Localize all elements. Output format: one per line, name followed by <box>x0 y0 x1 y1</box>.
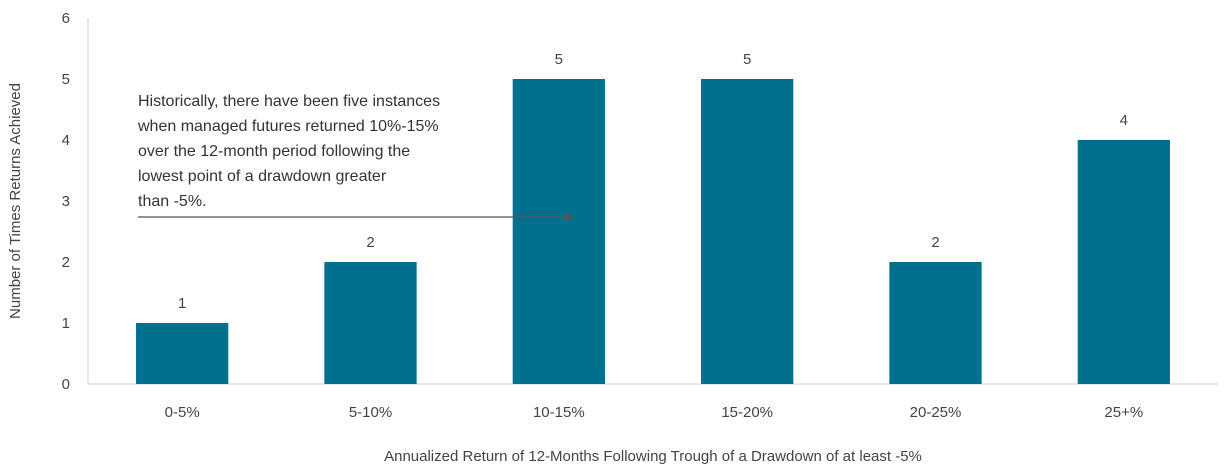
bar-0-5% <box>136 323 229 384</box>
bars <box>136 79 1170 384</box>
annotation-arrow-head <box>565 212 574 222</box>
annotation-line-1: Historically, there have been five insta… <box>138 93 440 110</box>
bar-15-20% <box>701 79 794 384</box>
y-tick-label: 4 <box>62 132 70 149</box>
bar-20-25% <box>889 262 982 384</box>
y-tick-labels: 0 1 2 3 4 5 6 <box>62 10 70 393</box>
x-tick-label: 15-20% <box>721 404 773 421</box>
bar-5-10% <box>324 262 417 384</box>
data-label: 5 <box>555 51 563 68</box>
data-labels: 1 2 5 5 2 4 <box>178 51 1128 312</box>
x-tick-label: 25+% <box>1104 404 1143 421</box>
bar-25+% <box>1077 140 1170 384</box>
y-tick-label: 2 <box>62 254 70 271</box>
y-axis-label: Number of Times Returns Achieved <box>7 83 24 319</box>
annotation: Historically, there have been five insta… <box>137 93 574 222</box>
y-tick-label: 5 <box>62 71 70 88</box>
y-tick-label: 3 <box>62 193 70 210</box>
x-tick-label: 5-10% <box>349 404 392 421</box>
data-label: 2 <box>366 234 374 251</box>
annotation-line-4: lowest point of a drawdown greater <box>138 168 387 185</box>
bar-10-15% <box>512 79 605 384</box>
x-tick-labels: 0-5% 5-10% 10-15% 15-20% 20-25% 25+% <box>165 404 1144 421</box>
annotation-line-3: over the 12-month period following the <box>138 143 410 160</box>
annotation-line-2: when managed futures returned 10%-15% <box>137 118 439 135</box>
y-tick-label: 6 <box>62 10 70 27</box>
x-axis-label: Annualized Return of 12-Months Following… <box>384 448 922 465</box>
data-label: 5 <box>743 51 751 68</box>
y-tick-label: 0 <box>62 376 70 393</box>
y-tick-label: 1 <box>62 315 70 332</box>
x-tick-label: 0-5% <box>165 404 200 421</box>
x-tick-label: 10-15% <box>533 404 585 421</box>
data-label: 1 <box>178 295 186 312</box>
annotation-line-5: than -5%. <box>138 193 206 210</box>
data-label: 4 <box>1120 112 1128 129</box>
data-label: 2 <box>931 234 939 251</box>
x-tick-label: 20-25% <box>910 404 962 421</box>
